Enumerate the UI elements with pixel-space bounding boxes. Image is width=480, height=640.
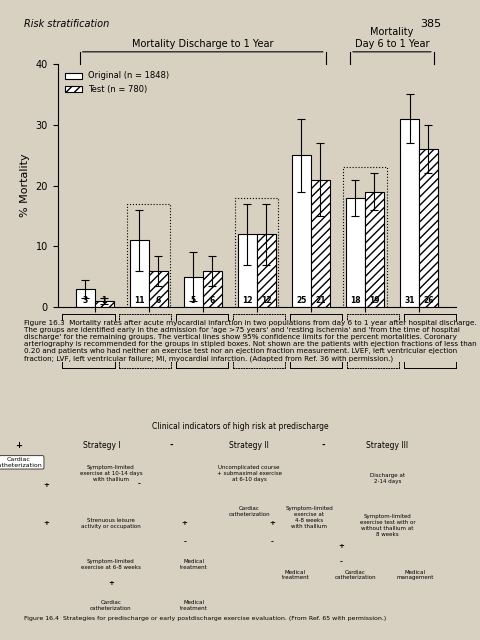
Text: Discharge at
2-14 days: Discharge at 2-14 days [370, 474, 405, 484]
Y-axis label: % Mortality: % Mortality [20, 154, 30, 218]
Text: Mortality Discharge to 1 Year: Mortality Discharge to 1 Year [132, 39, 274, 49]
Text: Strategy III: Strategy III [366, 440, 408, 449]
Bar [184, 276, 203, 307]
Text: 385: 385 [420, 19, 442, 29]
Text: Uncomplicated course
+ submaximal exercise
at 6-10 days: Uncomplicated course + submaximal exerci… [216, 465, 282, 482]
Text: 31: 31 [404, 296, 415, 305]
Text: +: + [44, 520, 49, 527]
Bar [365, 192, 384, 307]
Bar [130, 240, 149, 307]
Text: LVEF
0.20-0.44: LVEF 0.20-0.44 [241, 331, 277, 351]
Text: 6: 6 [210, 296, 215, 305]
Bar [149, 271, 168, 307]
Bar [203, 271, 222, 307]
Bar [400, 119, 419, 307]
Text: Symptom-limited
exercise test with or
without thallium at
8 weeks: Symptom-limited exercise test with or wi… [360, 515, 415, 537]
Text: Cardiac
catheterization: Cardiac catheterization [90, 600, 132, 611]
Text: Exercise
Negative: Exercise Negative [71, 331, 106, 351]
Text: Symptom-limited
exercise at 6-8 weeks: Symptom-limited exercise at 6-8 weeks [81, 559, 141, 570]
Text: 18: 18 [350, 296, 361, 305]
Text: Strategy I: Strategy I [83, 440, 120, 449]
Bar [76, 289, 95, 307]
Bar [257, 234, 276, 307]
Text: Figure 16.3  Mortality rates after acute myocardial infarction in two population: Figure 16.3 Mortality rates after acute … [24, 320, 477, 362]
Text: Strenuous leisure
activity or occupation: Strenuous leisure activity or occupation [81, 518, 141, 529]
Text: Medical
treatment: Medical treatment [180, 559, 208, 570]
Text: Strategy II: Strategy II [229, 440, 269, 449]
Text: 21: 21 [315, 296, 325, 305]
Text: Figure 16.4  Strategies for predischarge or early postdischarge exercise evaluat: Figure 16.4 Strategies for predischarge … [24, 616, 386, 621]
Bar [238, 234, 257, 307]
Legend: Original (n = 1848), Test (n = 780): Original (n = 1848), Test (n = 780) [62, 68, 173, 97]
Text: 12: 12 [261, 296, 272, 305]
Text: Symptom-limited
exercise at 10-14 days
with thallium: Symptom-limited exercise at 10-14 days w… [80, 465, 142, 482]
Text: Cardiac
catheterization: Cardiac catheterization [0, 457, 43, 468]
Text: -: - [169, 440, 173, 449]
Text: Prior MI
+ LVF
Days 1-5: Prior MI + LVF Days 1-5 [299, 326, 333, 356]
Text: +: + [15, 440, 22, 449]
Text: Cardiac
catheterization: Cardiac catheterization [228, 506, 270, 517]
Text: +: + [269, 520, 275, 527]
Text: 11: 11 [134, 296, 144, 305]
Text: -: - [321, 440, 325, 449]
Text: +: + [338, 543, 344, 549]
Text: -: - [183, 539, 186, 545]
Bar [311, 179, 330, 307]
Text: +: + [44, 481, 49, 488]
Text: Symptom-limited
exercise at
4-8 weeks
with thallium: Symptom-limited exercise at 4-8 weeks wi… [285, 506, 333, 529]
Text: +: + [108, 580, 114, 586]
Text: Medical
treatment: Medical treatment [180, 600, 208, 611]
Bar [343, 167, 386, 313]
Bar [235, 198, 278, 313]
Text: +: + [182, 520, 188, 527]
Text: Medical
management: Medical management [396, 570, 434, 580]
Text: 26: 26 [423, 296, 434, 305]
Text: Cardiac
catheterization: Cardiac catheterization [335, 570, 376, 580]
Text: Resting
Ischemia: Resting Ischemia [356, 331, 390, 351]
Bar [95, 301, 114, 307]
Text: Clinical indicators of high risk at predischarge: Clinical indicators of high risk at pred… [152, 422, 328, 431]
Bar [292, 155, 311, 307]
Text: Medical
treatment: Medical treatment [281, 570, 309, 580]
Text: 25: 25 [296, 296, 307, 305]
Text: Age
> 75: Age > 75 [421, 331, 439, 351]
Text: -: - [340, 559, 343, 565]
Text: 1: 1 [101, 296, 107, 305]
Bar [346, 198, 365, 307]
Text: LVEF
≥ 0.45: LVEF ≥ 0.45 [190, 331, 215, 351]
Bar [127, 204, 170, 313]
Text: Risk stratification: Risk stratification [24, 19, 109, 29]
Text: 12: 12 [242, 296, 252, 305]
Text: -: - [137, 481, 140, 488]
Text: Mortality
Day 6 to 1 Year: Mortality Day 6 to 1 Year [355, 27, 429, 49]
Text: 5: 5 [191, 296, 196, 305]
Text: Exercise
Positive: Exercise Positive [130, 331, 161, 351]
Text: 3: 3 [83, 296, 88, 305]
Text: -: - [271, 539, 274, 545]
Bar [419, 149, 438, 307]
Text: 6: 6 [156, 296, 161, 305]
Text: 19: 19 [369, 296, 380, 305]
